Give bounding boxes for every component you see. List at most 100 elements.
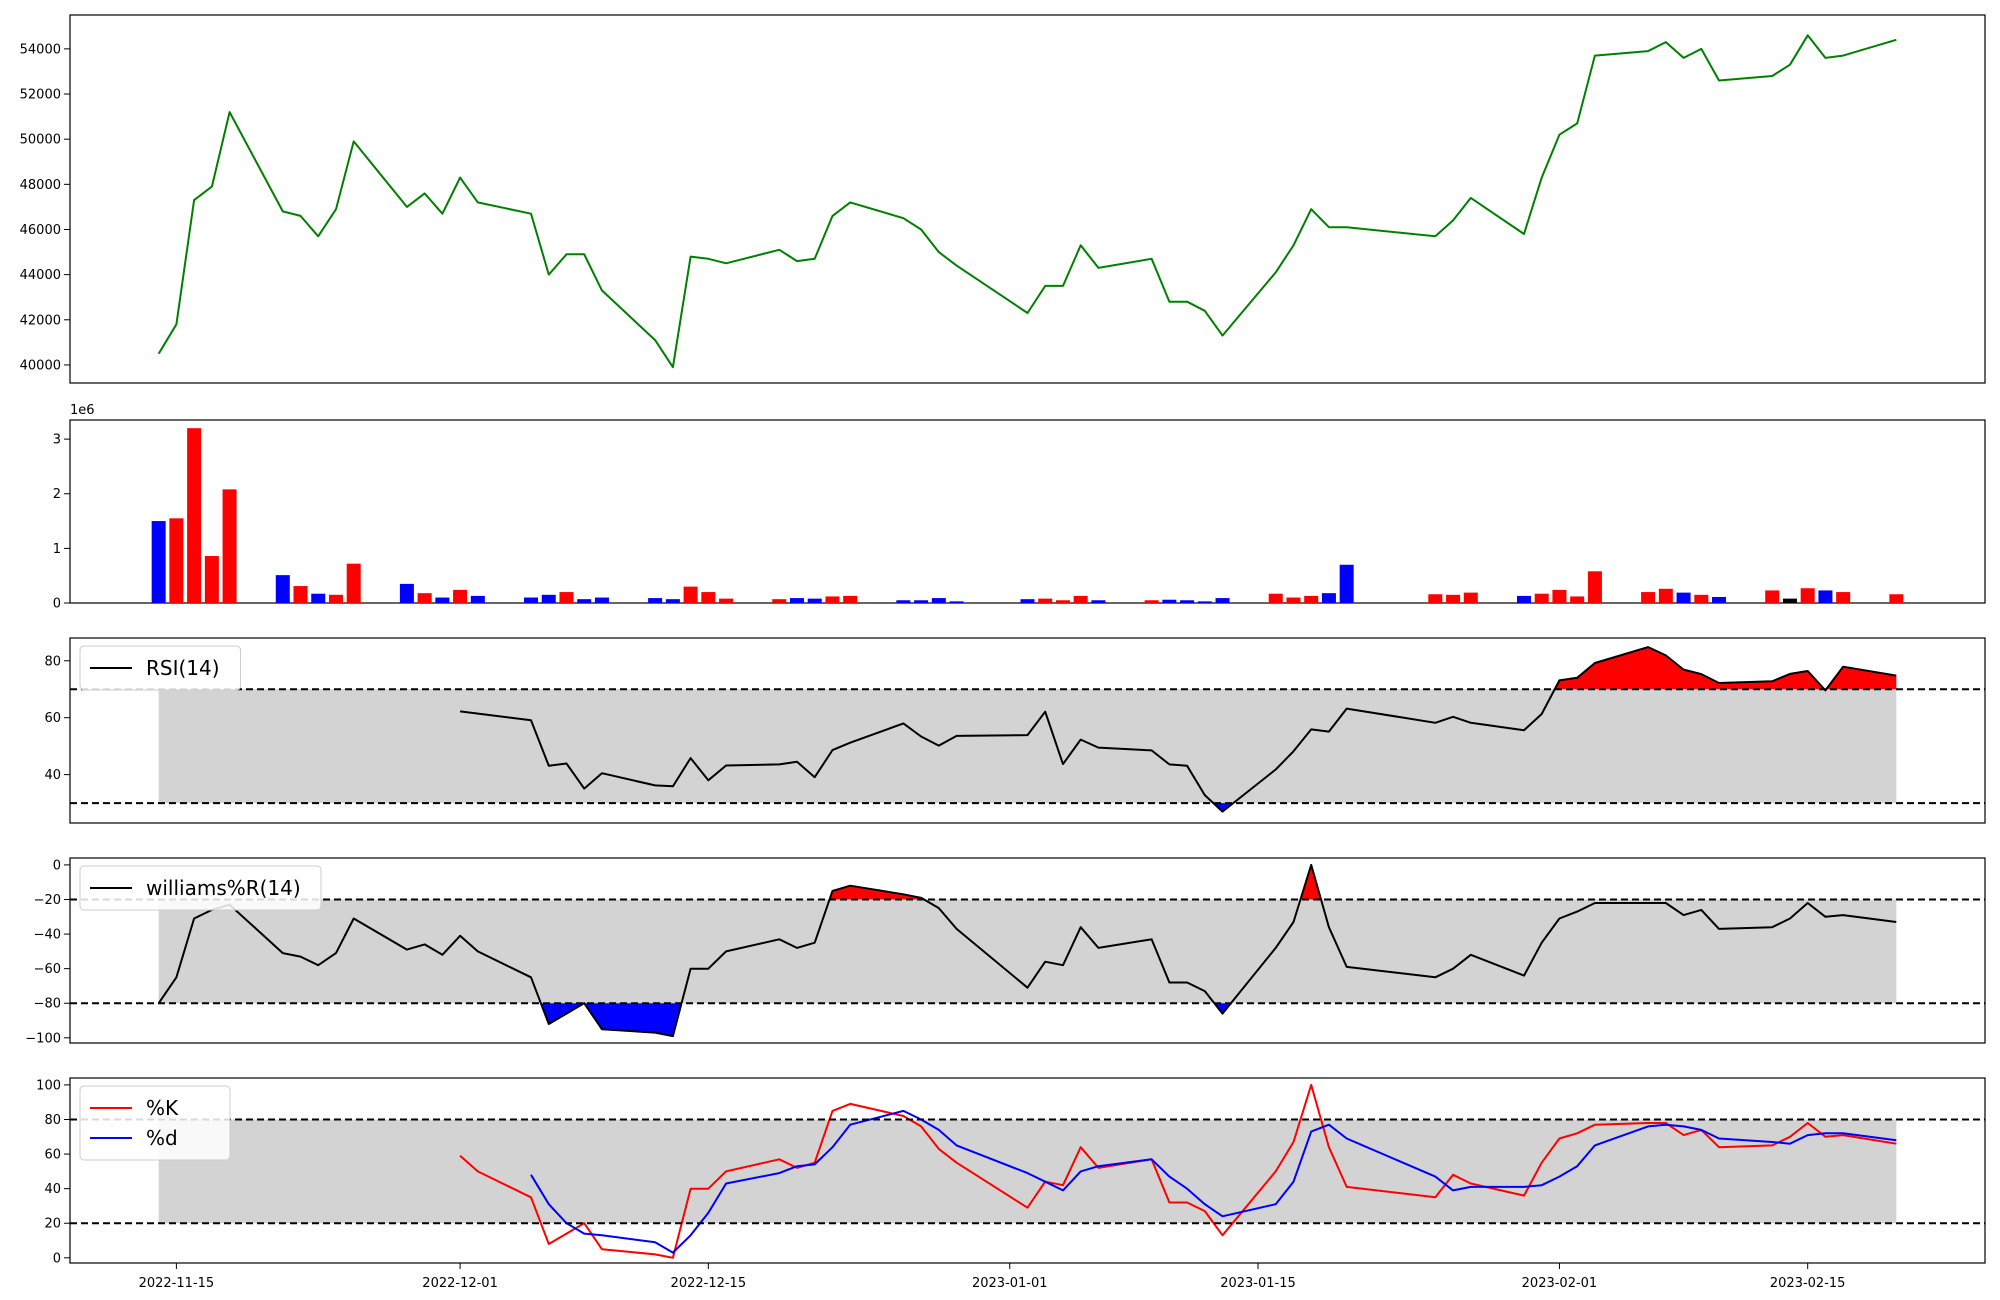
volume-panel: 0 1 2 3 1e6: [53, 403, 1986, 612]
volume-bar: [1055, 600, 1070, 603]
volume-bar: [1694, 594, 1709, 603]
volume-bar: [1836, 592, 1851, 603]
williams-overbought-fill: [829, 885, 925, 900]
volume-bar: [470, 595, 485, 603]
volume-bar: [1144, 600, 1159, 603]
y-tick-label: −60: [34, 962, 61, 977]
rsi-line: [459, 646, 1897, 813]
rsi-overbought-fill: [1554, 647, 1825, 690]
volume-bar: [1782, 598, 1797, 603]
volume-bar: [524, 597, 539, 603]
y-tick-label: −20: [34, 893, 61, 908]
x-tick-label: 2023-01-15: [1220, 1276, 1296, 1291]
rsi-panel: 40 60 80 RSI(14): [44, 637, 1986, 824]
volume-bar: [1765, 590, 1780, 603]
volume-bar: [311, 593, 326, 603]
volume-bar: [665, 599, 680, 603]
price-panel: 40000 42000 44000 46000 48000 50000 52000 54000: [20, 14, 1986, 384]
volume-bar: [896, 600, 911, 603]
stochastic-d-line: [530, 1109, 1897, 1254]
y-tick-label: 1: [53, 542, 61, 557]
panel-frame: [69, 14, 1986, 384]
volume-bar: [1641, 592, 1656, 603]
x-tick-label: 2023-02-01: [1522, 1276, 1598, 1291]
stochastic-panel: 0 20 40 60 80 100 %K %d: [36, 1077, 1986, 1266]
legend-box: [79, 1085, 231, 1161]
legend-box: [79, 645, 241, 691]
volume-bar: [1304, 595, 1319, 603]
volume-bar: [1428, 594, 1443, 603]
volume-bar: [328, 594, 343, 603]
volume-bar: [1818, 590, 1833, 603]
y-tick-label: 46000: [20, 223, 61, 238]
volume-bar: [719, 598, 734, 603]
neutral-band-fill: [158, 689, 1897, 804]
volume-bar: [825, 596, 840, 603]
williams-overbought-fill: [1300, 864, 1322, 900]
volume-bar: [1339, 564, 1354, 603]
volume-bar: [1446, 594, 1461, 603]
volume-bar: [453, 589, 468, 603]
y-tick-label: 48000: [20, 178, 61, 193]
volume-bar: [772, 599, 787, 603]
y-tick-label: 52000: [20, 88, 61, 103]
volume-bar: [1162, 599, 1177, 603]
y-tick-label: 60: [44, 711, 61, 726]
y-tick-label: 100: [36, 1078, 61, 1093]
williams-line: [157, 863, 1897, 1038]
y-tick-label: 0: [53, 858, 61, 873]
williams-oversold-fill: [1214, 1003, 1231, 1014]
volume-bar: [1038, 598, 1053, 603]
y-tick-label: 50000: [20, 133, 61, 148]
volume-bar: [1587, 571, 1602, 603]
y-tick-label: 80: [44, 1113, 61, 1128]
y-tick-label: 80: [44, 654, 61, 669]
volume-bar: [1676, 592, 1691, 603]
y-tick-label: 0: [53, 597, 61, 612]
volume-bar: [1321, 593, 1336, 603]
volume-bar: [399, 583, 414, 603]
y-tick-label: 0: [53, 1251, 61, 1266]
y-tick-label: −80: [34, 997, 61, 1012]
volume-bar: [275, 575, 290, 603]
y-tick-label: 20: [44, 1217, 61, 1232]
volume-bar: [169, 518, 184, 603]
volume-bar: [559, 592, 574, 603]
volume-bar: [843, 595, 858, 603]
volume-bar: [435, 597, 450, 603]
volume-bar: [1570, 596, 1585, 603]
price-line: [157, 34, 1897, 369]
legend-box: [79, 865, 322, 911]
y-tick-label: 40000: [20, 358, 61, 373]
volume-bar: [1091, 600, 1106, 603]
y-tick-label: 3: [53, 433, 61, 448]
y-tick-label: 42000: [20, 313, 61, 328]
volume-bar: [204, 556, 219, 603]
volume-bar: [1286, 597, 1301, 603]
x-tick-label: 2022-11-15: [139, 1276, 215, 1291]
y-tick-label: −40: [34, 928, 61, 943]
volume-bar: [1180, 600, 1195, 603]
volume-bar: [417, 593, 432, 603]
volume-bar: [222, 489, 237, 603]
y-tick-label: 40: [44, 768, 61, 783]
volume-bar: [594, 597, 609, 603]
y-tick-label: 44000: [20, 268, 61, 283]
volume-bar: [1073, 595, 1088, 603]
x-tick-label: 2022-12-15: [671, 1276, 747, 1291]
volume-exponent-label: 1e6: [70, 403, 95, 418]
volume-bar: [1197, 601, 1212, 603]
volume-bar: [914, 600, 929, 603]
volume-bar: [807, 598, 822, 603]
volume-bar: [701, 592, 716, 603]
y-tick-label: 40: [44, 1182, 61, 1197]
volume-bar: [931, 598, 946, 603]
volume-bar: [293, 586, 308, 603]
y-tick-label: −100: [25, 1031, 61, 1046]
volume-bar: [1215, 598, 1230, 603]
volume-bar: [187, 428, 202, 603]
volume-bar: [1712, 596, 1727, 603]
legend-label: %K: [146, 1096, 179, 1120]
panel-frame: [69, 1077, 1986, 1264]
rsi-overbought-fill: [1826, 666, 1897, 690]
